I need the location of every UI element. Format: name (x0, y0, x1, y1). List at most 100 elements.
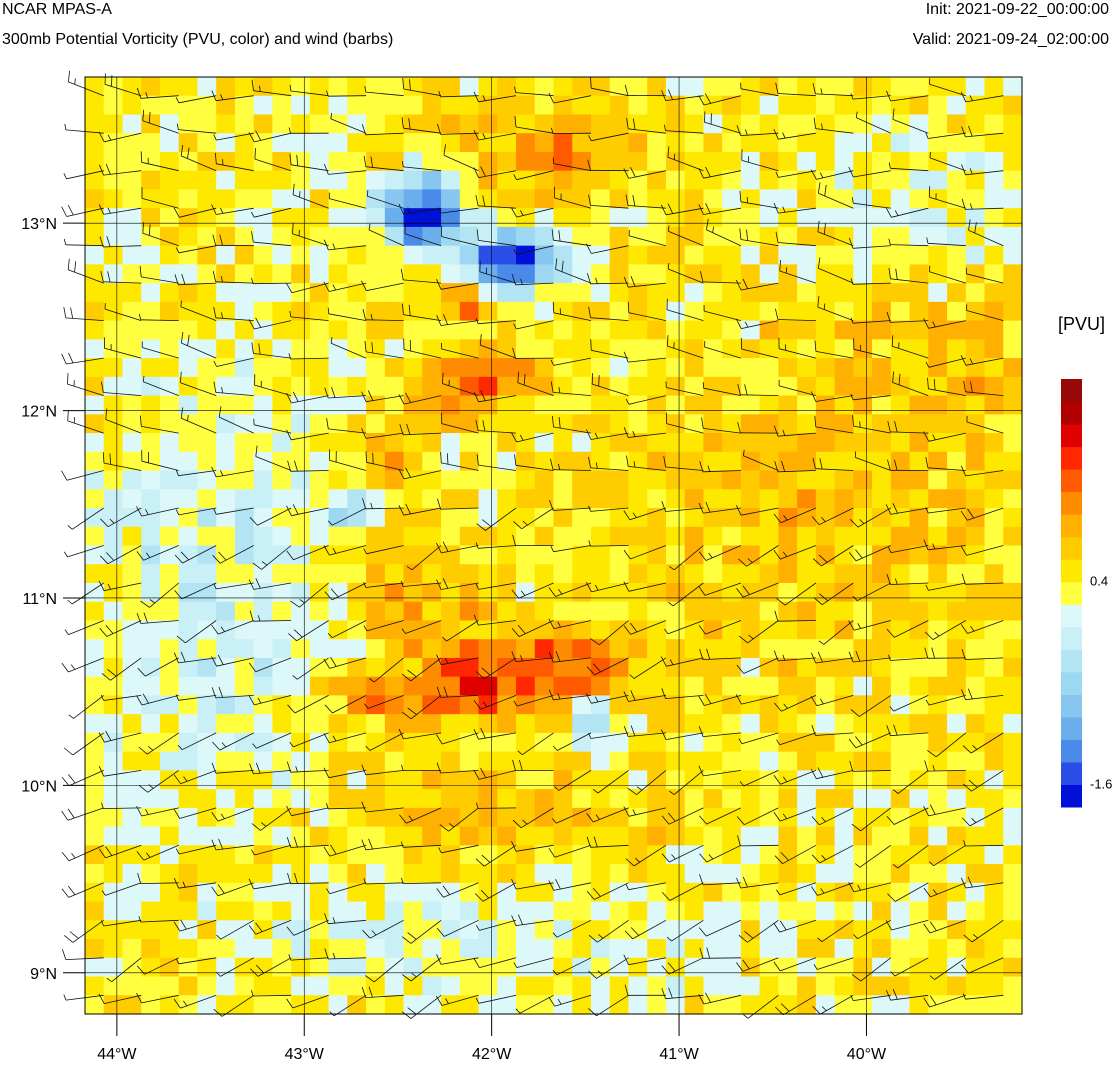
pv-cell (309, 395, 330, 415)
wind-barb (625, 882, 666, 891)
pv-cell (872, 376, 892, 397)
pv-cell (459, 714, 480, 734)
pv-cell (197, 582, 217, 603)
pv-cell (928, 226, 948, 247)
pv-cell (234, 920, 255, 940)
pv-cell (965, 208, 986, 228)
pv-cell (234, 582, 255, 603)
pv-cell (234, 657, 255, 678)
pv-cell (216, 451, 236, 472)
pv-cell (478, 189, 498, 209)
wind-barb (473, 390, 517, 403)
wind-barb (892, 108, 929, 134)
pv-cell (178, 676, 199, 697)
pv-cell (422, 433, 442, 453)
pv-cell (441, 451, 461, 472)
pv-cell (497, 920, 517, 940)
wind-barb (61, 807, 104, 821)
wind-barb (288, 620, 329, 642)
pv-cell (272, 226, 292, 247)
pv-cell (890, 807, 911, 828)
pv-cell (366, 995, 386, 1015)
wind-barb (660, 729, 704, 740)
pv-cell (366, 470, 386, 490)
pv-cell (422, 358, 442, 378)
pv-cell (422, 77, 442, 97)
pv-cell (234, 620, 255, 640)
pv-cell (459, 882, 480, 903)
pv-cell (984, 901, 1004, 921)
pv-cell (478, 826, 498, 846)
pv-cell (328, 845, 348, 865)
pv-cell (853, 433, 873, 453)
pv-cell (797, 901, 817, 921)
pv-cell (497, 133, 517, 153)
pv-cell (309, 189, 330, 209)
pv-cell (85, 264, 105, 284)
pv-cell (872, 526, 892, 547)
pv-cell (553, 414, 573, 434)
pv-cell (309, 433, 330, 453)
pv-cell (759, 470, 779, 490)
pv-cell (197, 864, 217, 884)
pv-cell (291, 245, 311, 265)
wind-barb (511, 620, 554, 637)
pv-cell (216, 920, 236, 940)
pv-cell (665, 433, 686, 453)
pv-cell (497, 601, 517, 622)
pv-cell (665, 845, 686, 865)
pv-cell (872, 920, 892, 940)
pv-cell (740, 208, 761, 228)
wind-barb (623, 581, 666, 592)
pv-cell (441, 133, 461, 153)
pv-cell (197, 95, 217, 116)
wind-barb (773, 650, 816, 662)
pv-cell (497, 939, 517, 959)
pv-cell (516, 339, 536, 359)
pv-cell (272, 114, 292, 134)
wind-barb (738, 545, 779, 567)
wind-barb (925, 695, 966, 706)
pv-cell (909, 508, 929, 528)
wind-barb (889, 695, 929, 712)
pv-cell (347, 882, 367, 903)
pv-cell (965, 489, 986, 509)
pv-cell (122, 189, 142, 209)
pv-cell (141, 508, 161, 528)
wind-barb (961, 688, 1004, 701)
pv-cell (85, 451, 105, 472)
colorbar-swatch (1061, 604, 1082, 628)
pv-cell (272, 264, 292, 284)
pv-cell (684, 114, 705, 134)
pv-cell (965, 320, 986, 340)
wind-barb (854, 844, 892, 868)
wind-barb (811, 807, 854, 826)
pv-cell (590, 995, 611, 1015)
wind-barb (361, 390, 404, 403)
pv-cell (347, 95, 367, 116)
wind-barb (848, 882, 891, 893)
pv-cell (253, 939, 273, 959)
pv-cell (665, 470, 686, 490)
pv-cell (759, 657, 779, 678)
pv-cell (647, 151, 667, 172)
wind-barb (665, 381, 704, 396)
pv-cell (665, 414, 686, 434)
pv-cell (216, 620, 236, 640)
pv-cell (441, 245, 461, 265)
pv-cell (347, 864, 367, 884)
pv-cell (947, 770, 967, 790)
pv-cell (572, 283, 592, 303)
wind-barb (517, 732, 554, 756)
wind-barb (698, 203, 741, 215)
pv-cell (85, 732, 105, 753)
pv-cell (309, 208, 330, 228)
pv-cell (684, 470, 705, 490)
pv-cell (384, 301, 405, 322)
wind-barb (851, 807, 892, 832)
wind-barb (438, 90, 479, 98)
pv-cell (234, 601, 255, 622)
pv-cell (122, 283, 142, 303)
pv-cell (459, 545, 480, 565)
